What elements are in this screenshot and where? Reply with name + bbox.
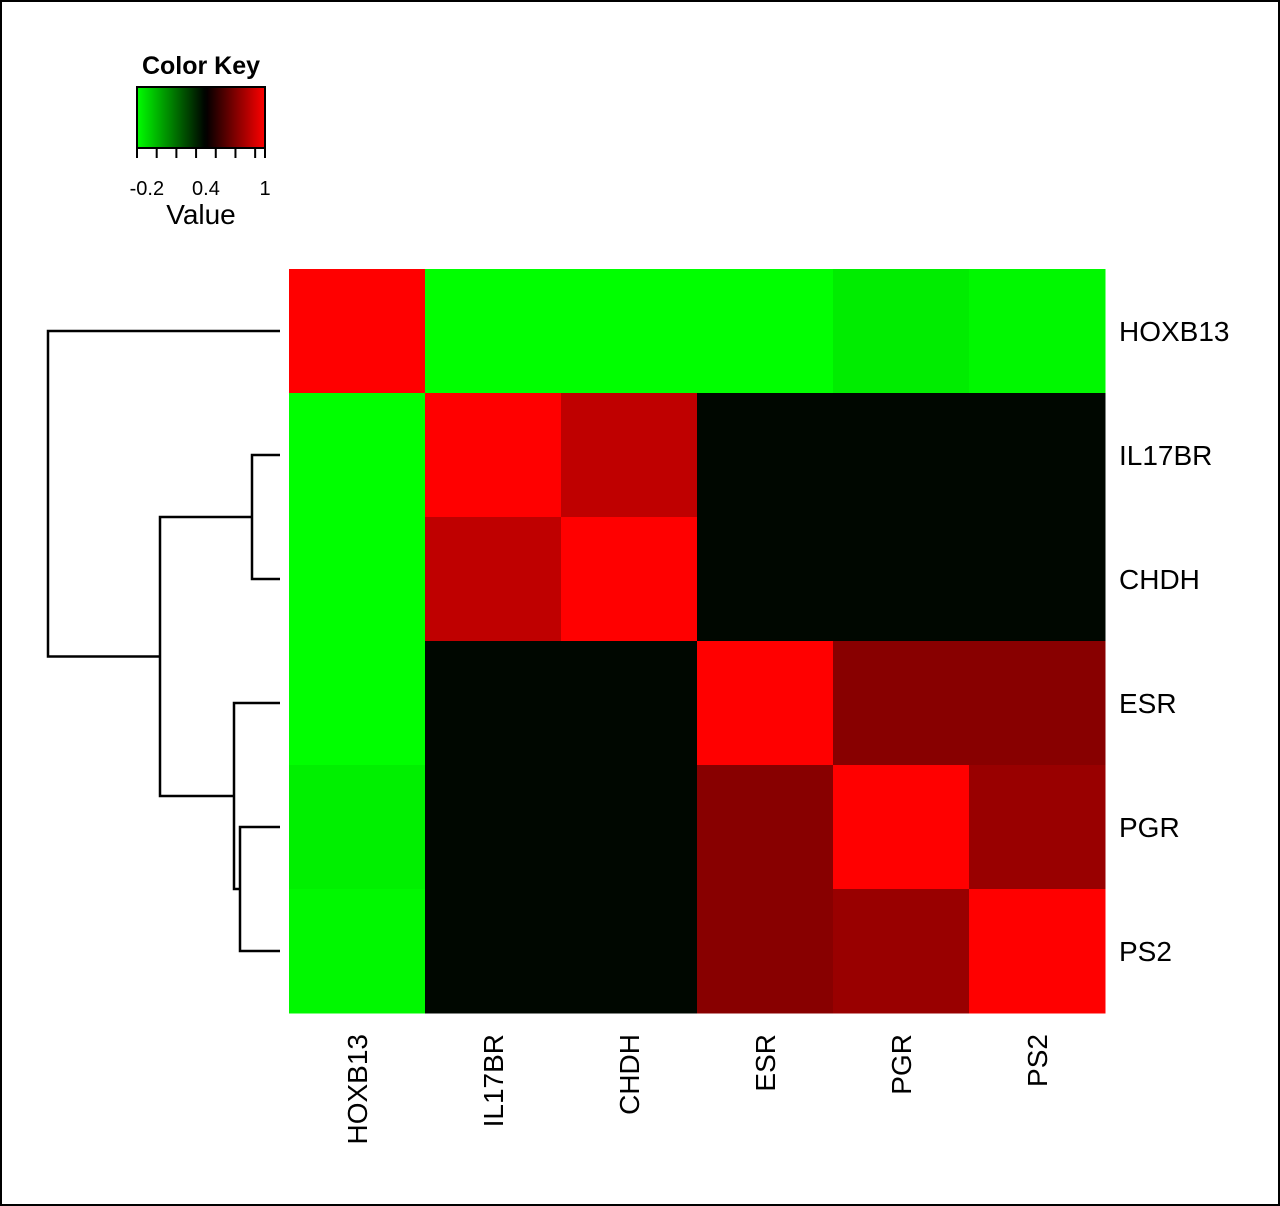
- dendro-merge-clusters: [158, 515, 252, 798]
- heatmap-cell-chdh-chdh: [561, 517, 698, 642]
- col-label-il17br: IL17BR: [478, 1034, 509, 1127]
- row-label-esr: ESR: [1119, 688, 1177, 719]
- heatmap-cell-esr-chdh: [561, 641, 698, 766]
- color-key-xlabel: Value: [166, 199, 236, 230]
- heatmap-cell-hoxb13-ps2: [969, 269, 1106, 394]
- heatmap-cell-chdh-esr: [697, 517, 834, 642]
- heatmap-cell-esr-il17br: [425, 641, 562, 766]
- heatmap-cell-pgr-chdh: [561, 765, 698, 890]
- col-label-chdh: CHDH: [614, 1034, 645, 1115]
- heatmap-cell-hoxb13-il17br: [425, 269, 562, 394]
- dendro-merge-root: [46, 329, 280, 658]
- heatmap-cell-il17br-hoxb13: [289, 393, 426, 518]
- heatmap-cell-hoxb13-esr: [697, 269, 834, 394]
- color-key-title: Color Key: [142, 52, 260, 80]
- heatmap-cell-esr-ps2: [969, 641, 1106, 766]
- heatmap-cell-pgr-esr: [697, 765, 834, 890]
- heatmap-cell-pgr-pgr: [833, 765, 970, 890]
- heatmap-cell-ps2-pgr: [833, 889, 970, 1014]
- color-key-bar: [136, 86, 266, 149]
- row-label-ps2: PS2: [1119, 936, 1172, 967]
- dendro-merge-pgr-ps2: [238, 825, 280, 953]
- color-key-tick-label: 0.4: [192, 178, 220, 200]
- heatmap-cell-chdh-ps2: [969, 517, 1106, 642]
- row-dendrogram: [46, 329, 280, 953]
- heatmap-cell-ps2-chdh: [561, 889, 698, 1014]
- heatmap-cell-ps2-il17br: [425, 889, 562, 1014]
- heatmap-cell-esr-hoxb13: [289, 641, 426, 766]
- color-key-tick-label: 1: [259, 178, 270, 200]
- heatmap-cell-ps2-esr: [697, 889, 834, 1014]
- heatmap-cell-il17br-chdh: [561, 393, 698, 518]
- col-label-esr: ESR: [750, 1034, 781, 1092]
- heatmap-cell-chdh-hoxb13: [289, 517, 426, 642]
- heatmap-cell-il17br-pgr: [833, 393, 970, 518]
- heatmap-cell-esr-esr: [697, 641, 834, 766]
- heatmap-cell-hoxb13-pgr: [833, 269, 970, 394]
- col-label-pgr: PGR: [886, 1034, 917, 1095]
- heatmap-cell-hoxb13-hoxb13: [289, 269, 426, 394]
- heatmap-cell-pgr-il17br: [425, 765, 562, 890]
- row-label-hoxb13: HOXB13: [1119, 316, 1230, 347]
- col-label-ps2: PS2: [1022, 1034, 1053, 1087]
- heatmap-cell-il17br-ps2: [969, 393, 1106, 518]
- heatmap-cell-pgr-hoxb13: [289, 765, 426, 890]
- heatmap-cells: [289, 269, 1106, 1014]
- color-key: -0.2 0.4 1 Color Key Value: [130, 52, 271, 230]
- column-labels: HOXB13 IL17BR CHDH ESR PGR PS2: [342, 1034, 1053, 1145]
- heatmap-cell-pgr-ps2: [969, 765, 1106, 890]
- row-labels: HOXB13 IL17BR CHDH ESR PGR PS2: [1119, 316, 1230, 967]
- dendro-merge-il17br-chdh: [250, 453, 280, 581]
- heatmap-cell-il17br-esr: [697, 393, 834, 518]
- heatmap-cell-ps2-hoxb13: [289, 889, 426, 1014]
- heatmap-cell-ps2-ps2: [969, 889, 1106, 1014]
- row-label-il17br: IL17BR: [1119, 440, 1212, 471]
- heatmap-cell-esr-pgr: [833, 641, 970, 766]
- row-label-pgr: PGR: [1119, 812, 1180, 843]
- col-label-hoxb13: HOXB13: [342, 1034, 373, 1145]
- row-label-chdh: CHDH: [1119, 564, 1200, 595]
- heatmap-cell-chdh-il17br: [425, 517, 562, 642]
- heatmap-cell-hoxb13-chdh: [561, 269, 698, 394]
- heatmap-cell-chdh-pgr: [833, 517, 970, 642]
- heatmap-cell-il17br-il17br: [425, 393, 562, 518]
- color-key-tick-label: -0.2: [130, 178, 164, 200]
